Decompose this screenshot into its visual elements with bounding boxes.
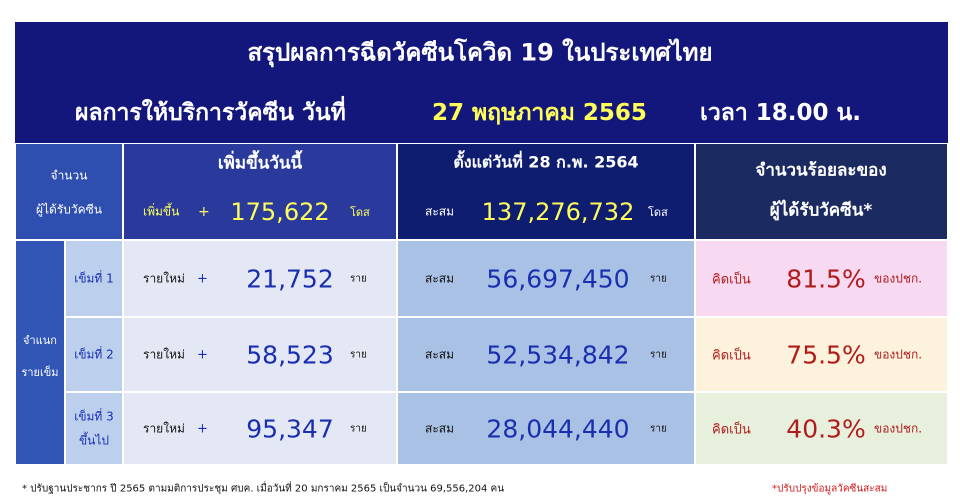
cumulative-header — [397, 143, 695, 240]
pct-unit: ของปชก. — [874, 421, 923, 435]
pct-cell — [695, 317, 948, 392]
corner-text: ผู้ได้รับวัคซีน — [35, 202, 103, 217]
dose-cell — [65, 240, 123, 317]
cum-unit: ราย — [650, 273, 667, 284]
percent-heading: ผู้ได้รับวัคซีน* — [769, 200, 873, 221]
new-unit: ราย — [350, 349, 367, 360]
new-value: 58,523 — [246, 340, 334, 369]
new-value: 95,347 — [246, 414, 334, 443]
subtitle-label: ผลการให้บริการวัคซีน วันที่ — [75, 100, 346, 126]
new-label: รายใหม่ — [143, 347, 185, 361]
cum-label: สะสม — [425, 271, 455, 285]
subtitle-time: เวลา 18.00 น. — [700, 100, 862, 126]
percent-heading: จำนวนร้อยละของ — [755, 160, 887, 181]
today-label: เพิ่มขึ้น — [143, 204, 180, 219]
row-group-text: รายเข็ม — [21, 366, 59, 379]
new-cell — [123, 392, 397, 465]
new-sign: + — [197, 421, 208, 436]
today-unit: โดส — [350, 206, 370, 219]
cum-label: สะสม — [425, 347, 455, 361]
dose-label: เข็มที่ 3 — [74, 409, 114, 423]
new-cell — [123, 317, 397, 392]
cum-unit: ราย — [650, 423, 667, 434]
new-label: รายใหม่ — [143, 421, 185, 435]
today-heading: เพิ่มขึ้นวันนี้ — [217, 153, 303, 174]
cumulative-unit: โดส — [648, 206, 668, 219]
cum-cell — [397, 317, 695, 392]
cumulative-heading: ตั้งแต่วันที่ 28 ก.พ. 2564 — [453, 152, 639, 172]
cum-unit: ราย — [650, 349, 667, 360]
new-unit: ราย — [350, 273, 367, 284]
pct-value: 81.5% — [786, 264, 866, 293]
row-group-cell — [15, 240, 65, 465]
dose-cell — [65, 317, 123, 392]
new-label: รายใหม่ — [143, 271, 185, 285]
today-value: 175,622 — [230, 198, 330, 226]
row-group-text: จำแนก — [23, 334, 57, 347]
footnote: *ปรับปรุงข้อมูลวัคซีนสะสม — [772, 483, 888, 495]
pct-cell — [695, 240, 948, 317]
new-sign: + — [197, 347, 208, 362]
title: สรุปผลการฉีดวัคซีนโควิด 19 ในประเทศไทย — [247, 38, 713, 67]
dose-label: ขึ้นไป — [78, 433, 110, 447]
cum-value: 56,697,450 — [486, 264, 630, 293]
dose-label: เข็มที่ 2 — [74, 347, 114, 361]
new-value: 21,752 — [246, 264, 334, 293]
corner-cell — [15, 143, 123, 240]
today-sign: + — [198, 204, 210, 220]
pct-label: คิดเป็น — [712, 348, 751, 363]
pct-unit: ของปชก. — [874, 347, 923, 361]
pct-label: คิดเป็น — [712, 272, 751, 287]
cumulative-label: สะสม — [425, 204, 455, 219]
cum-cell — [397, 240, 695, 317]
cum-cell — [397, 392, 695, 465]
new-cell — [123, 240, 397, 317]
pct-value: 40.3% — [786, 414, 866, 443]
cumulative-value: 137,276,732 — [481, 198, 635, 226]
today-header — [123, 143, 397, 240]
footnote: * ปรับฐานประชากร ปี 2565 ตามมติการประชุม… — [22, 483, 505, 495]
title-band — [15, 22, 948, 143]
percent-header — [695, 143, 948, 240]
dose-label: เข็มที่ 1 — [74, 271, 114, 285]
pct-value: 75.5% — [786, 340, 866, 369]
cum-label: สะสม — [425, 421, 455, 435]
pct-cell — [695, 392, 948, 465]
new-unit: ราย — [350, 423, 367, 434]
cum-value: 28,044,440 — [486, 414, 630, 443]
corner-text: จำนวน — [50, 168, 88, 183]
cum-value: 52,534,842 — [486, 340, 630, 369]
subtitle-date: 27 พฤษภาคม 2565 — [432, 100, 647, 126]
dose-cell — [65, 392, 123, 465]
pct-label: คิดเป็น — [712, 422, 751, 437]
new-sign: + — [197, 271, 208, 286]
pct-unit: ของปชก. — [874, 271, 923, 285]
